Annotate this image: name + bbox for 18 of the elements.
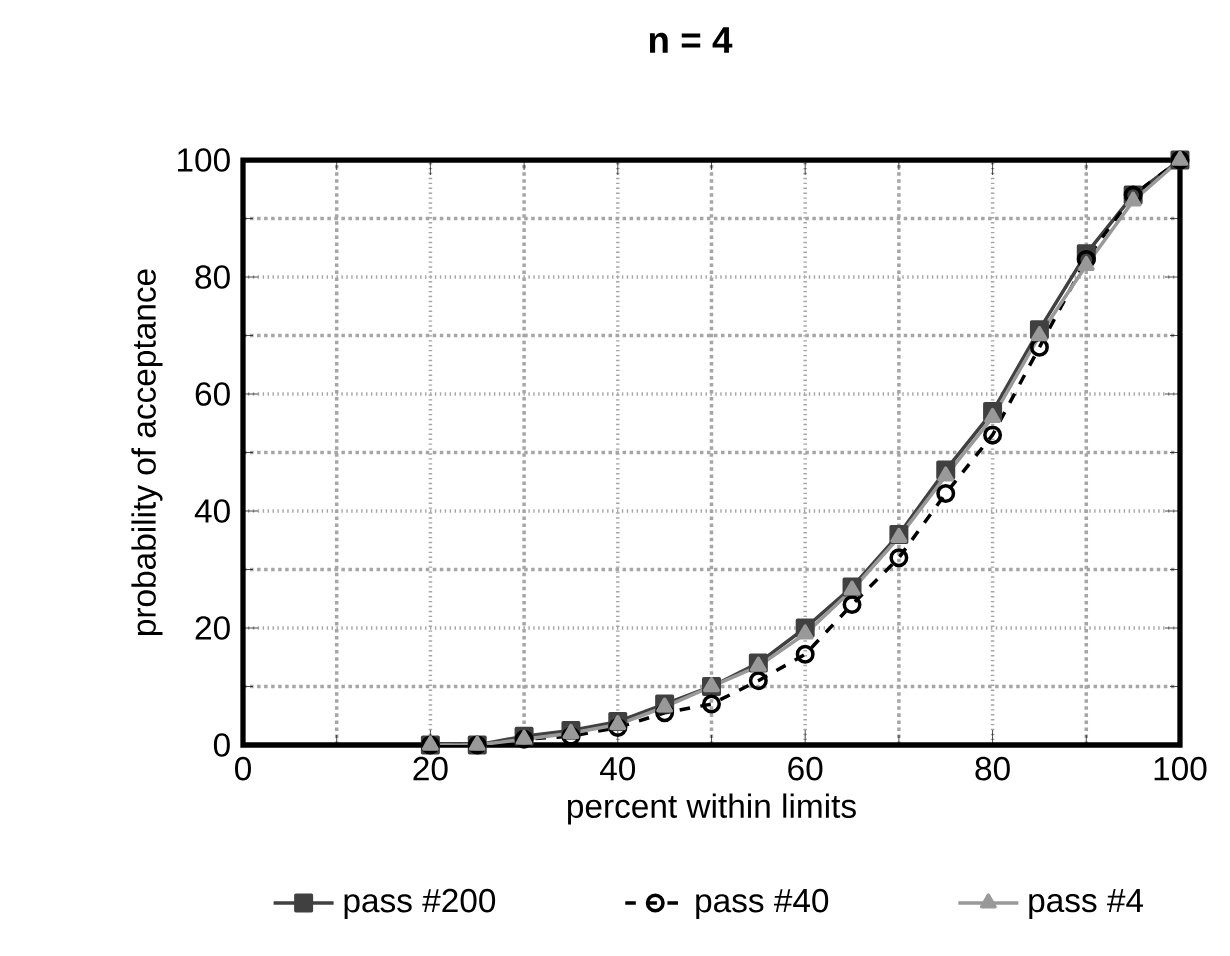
y-axis-title: probability of acceptance — [131, 269, 163, 636]
y-tick-label: 60 — [195, 382, 230, 406]
y-tick-label: 20 — [195, 616, 230, 640]
x-tick-label: 20 — [413, 756, 448, 781]
x-tick-label: 0 — [235, 756, 251, 781]
x-tick-label: 40 — [599, 756, 636, 781]
x-tick-label: 100 — [1154, 756, 1207, 781]
chart-title: n = 4 — [649, 27, 733, 53]
x-axis-title: percent within limits — [567, 793, 856, 825]
y-tick-label: 100 — [177, 148, 230, 172]
legend-label: pass #200 — [344, 888, 496, 920]
y-tick-label: 0 — [213, 733, 230, 757]
legend-label: pass #40 — [696, 888, 829, 920]
x-tick-label: 60 — [788, 756, 823, 781]
y-tick-label: 40 — [194, 499, 230, 523]
x-tick-label: 80 — [975, 756, 1010, 781]
legend-label: pass #4 — [1029, 888, 1144, 919]
y-tick-label: 80 — [195, 265, 230, 289]
